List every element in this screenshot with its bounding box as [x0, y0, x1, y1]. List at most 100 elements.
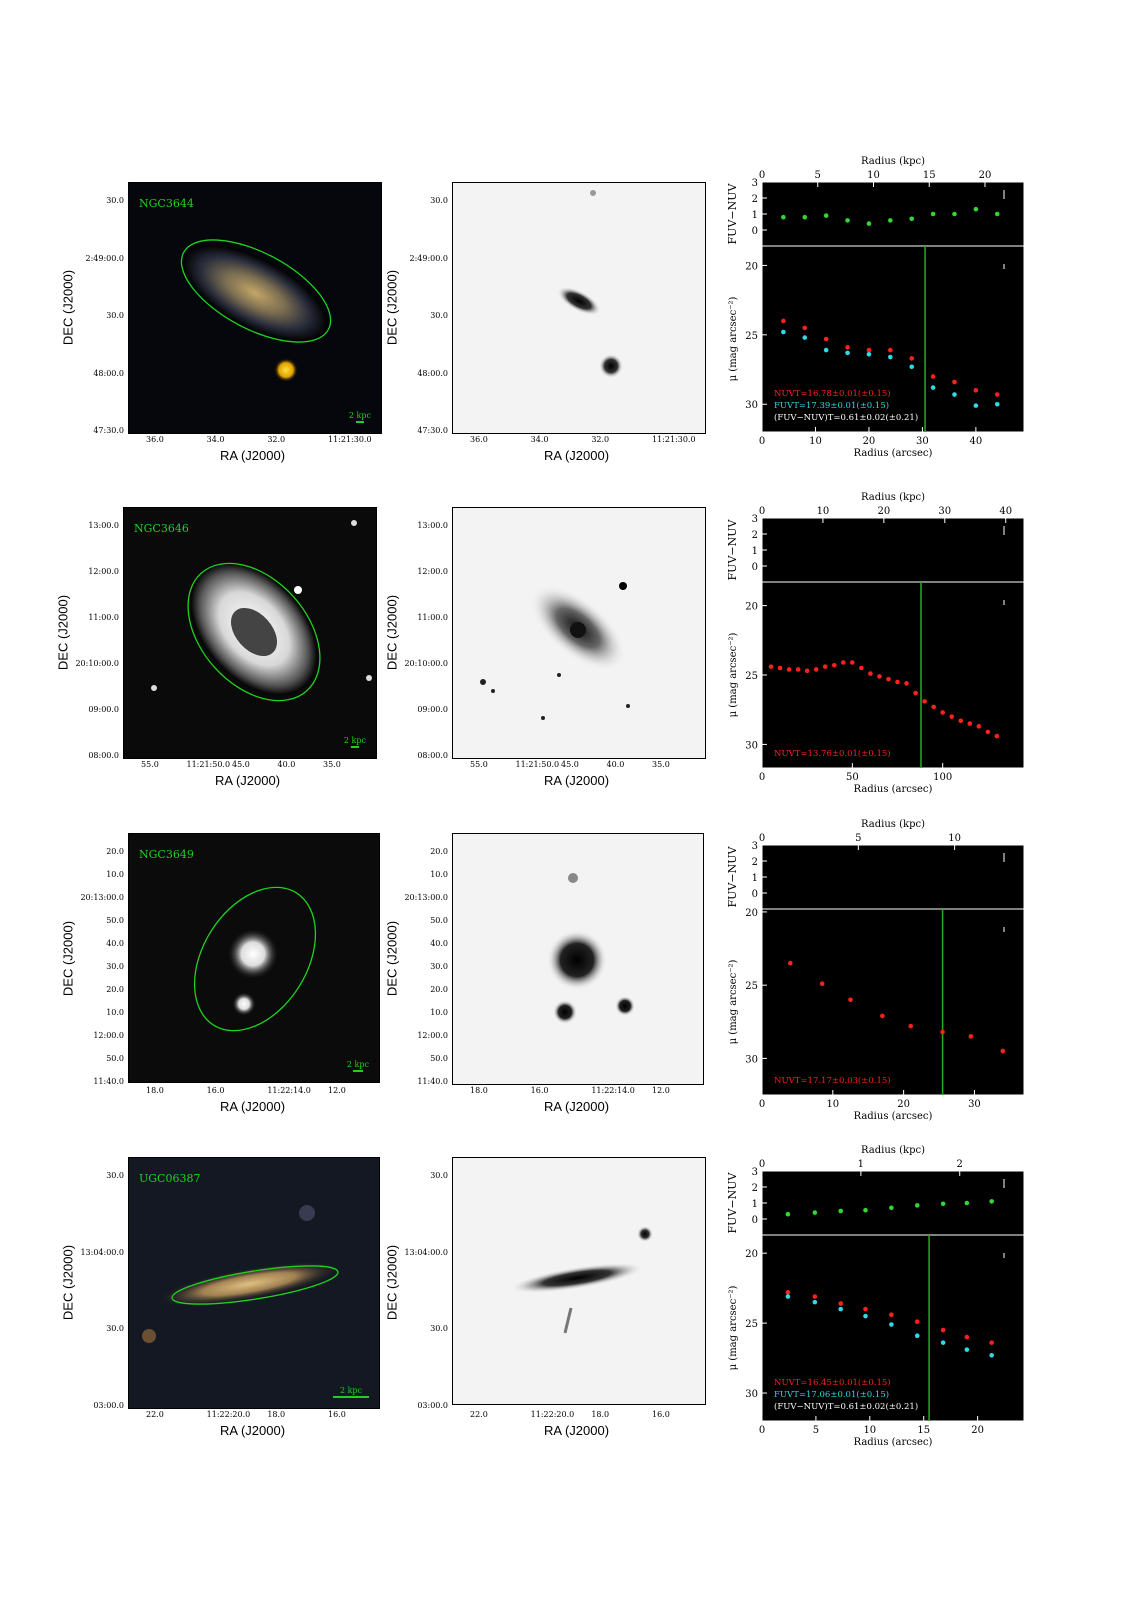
- dec-tick-label: 10.0: [430, 1008, 448, 1017]
- dec-tick-label: 09:00.0: [417, 705, 448, 714]
- dec-tick-label: 20.0: [106, 847, 124, 856]
- nuv-point: [913, 690, 918, 696]
- mu-tick-label: 20: [745, 1249, 758, 1260]
- profile-panel: 0 1 2 Radius (kpc) 0 5 10 15 20 Radius (arcsec) 3 2…: [722, 1135, 1042, 1465]
- dec-tick-label: 10.0: [106, 870, 124, 879]
- mu-tick-label: 30: [745, 740, 758, 751]
- nuv-point: [845, 345, 850, 350]
- ra-axis-title: RA (J2000): [544, 1099, 610, 1114]
- color-tick-label: 0: [752, 889, 758, 900]
- galaxy-gray-render: [480, 582, 630, 720]
- ra-tick-label: 40.0: [606, 760, 625, 769]
- ra-tick-label: 11:21:50.0: [515, 760, 560, 769]
- galaxy-gray-render: [557, 190, 623, 378]
- dec-tick-label: 13:00.0: [417, 521, 448, 530]
- ra-tick-label: 11:22:20.0: [530, 1410, 575, 1419]
- galaxy-color-render: [124, 508, 376, 758]
- color-tick-label: 2: [752, 530, 758, 541]
- mu-axis-title: μ (mag arcsec⁻²): [728, 297, 739, 382]
- dec-tick-label: 20:13:00.0: [80, 893, 124, 902]
- nuv-point: [786, 667, 792, 672]
- gray-image-panel: [398, 182, 718, 482]
- nuv-point: [781, 318, 786, 324]
- scale-bar: 2 kpc: [344, 736, 366, 748]
- kpc-axis-title: Radius (kpc): [861, 1145, 925, 1156]
- nuv-point: [968, 1034, 974, 1039]
- dec-tick-label: 30.0: [106, 311, 124, 320]
- arcsec-tick-label: 40: [970, 436, 983, 447]
- nuv-point: [908, 1023, 914, 1029]
- ra-tick-label: 18.0: [591, 1410, 610, 1419]
- ra-tick-label: 32.0: [267, 435, 286, 444]
- kpc-tick-label: 2: [957, 1159, 963, 1170]
- ra-axis-title: RA (J2000): [220, 1423, 286, 1438]
- ra-tick-label: 11:22:20.0: [206, 1410, 251, 1419]
- dec-tick-label: 03:00.0: [93, 1401, 124, 1410]
- dec-tick-label: 2:49:00.0: [409, 253, 448, 263]
- color-point: [964, 1200, 970, 1206]
- dec-tick-label: 40.0: [106, 939, 124, 948]
- color-point: [838, 1208, 844, 1214]
- dec-tick-label: 20:10:00.0: [75, 659, 119, 668]
- arcsec-tick-label: 10: [809, 436, 822, 447]
- color-image-panel: NGC3644 2 kpc: [72, 182, 392, 482]
- fuv-point: [812, 1299, 818, 1305]
- arcsec-tick-label: 0: [759, 436, 765, 447]
- ra-tick-label: 11:22:14.0: [591, 1086, 635, 1095]
- dec-axis-title: DEC (J2000): [60, 269, 76, 346]
- fuv-point: [940, 1340, 946, 1345]
- ra-tick-label: 11:21:30.0: [328, 435, 372, 444]
- fuv-point: [994, 401, 1000, 407]
- kpc-tick-label: 20: [979, 170, 992, 181]
- nuv-point: [895, 679, 900, 685]
- galaxy-row-ugc06387: UGC06387 2 kpc 0 1 2 Radius (kpc) 0 5 10 15 20 Ra…: [0, 1145, 1131, 1487]
- nuv-point: [888, 347, 893, 353]
- arcsec-tick-label: 0: [759, 772, 765, 783]
- color-image-panel: UGC06387 2 kpc: [72, 1157, 392, 1457]
- arcsec-tick-label: 15: [917, 1425, 930, 1436]
- color-tick-label: 0: [752, 226, 758, 237]
- dec-tick-label: 20.0: [430, 985, 448, 994]
- mu-tick-label: 20: [745, 602, 758, 613]
- nuv-point: [848, 997, 853, 1003]
- dec-tick-label: 13:04:00.0: [404, 1247, 448, 1257]
- dec-tick-label: 09:00.0: [88, 705, 119, 714]
- dec-tick-label: 20:10:00.0: [404, 659, 448, 668]
- galaxy-gray-render: [509, 1226, 653, 1334]
- ra-tick-label: 34.0: [530, 435, 549, 444]
- nuv-point: [877, 674, 882, 679]
- color-panel-frame: [761, 181, 1025, 247]
- profile-panel: 0 5 10 15 20 Radius (kpc) 0 10 20 30 40 Radius (arc…: [722, 146, 1042, 476]
- ra-tick-label: 16.0: [530, 1086, 549, 1095]
- nuv-point: [985, 729, 991, 735]
- ra-tick-label: 18.0: [146, 1086, 164, 1095]
- mu-tick-label: 20: [745, 908, 758, 919]
- nuv-point: [831, 662, 837, 668]
- color-axis-title: FUV−NUV: [726, 518, 739, 580]
- scale-bar: 2 kpc: [333, 1386, 369, 1398]
- nuv-point: [940, 1029, 945, 1035]
- nuv-point: [940, 1327, 946, 1333]
- kpc-axis-title: Radius (kpc): [861, 492, 925, 503]
- ra-tick-label: 12.0: [328, 1086, 346, 1095]
- ra-tick-label: 55.0: [470, 760, 488, 769]
- fuv-point: [952, 392, 957, 397]
- arcsec-axis-title: Radius (arcsec): [854, 1437, 933, 1448]
- nuv-point: [952, 379, 957, 385]
- kpc-tick-label: 5: [815, 170, 821, 181]
- dec-tick-label: 48:00.0: [417, 368, 448, 378]
- dec-tick-label: 13:04:00.0: [80, 1247, 124, 1257]
- dec-tick-label: 10.0: [106, 1008, 124, 1017]
- nuv-point: [868, 671, 873, 676]
- kpc-tick-label: 0: [759, 170, 765, 181]
- color-point: [863, 1207, 868, 1213]
- ra-axis-title: RA (J2000): [220, 448, 286, 463]
- gray-image-panel: [398, 507, 718, 807]
- dec-tick-label: 30.0: [430, 311, 448, 320]
- ra-tick-label: 35.0: [652, 760, 670, 769]
- dec-axis-title: DEC (J2000): [384, 594, 400, 671]
- ra-tick-label: 11:22:14.0: [267, 1086, 311, 1095]
- dec-tick-label: 08:00.0: [417, 751, 448, 760]
